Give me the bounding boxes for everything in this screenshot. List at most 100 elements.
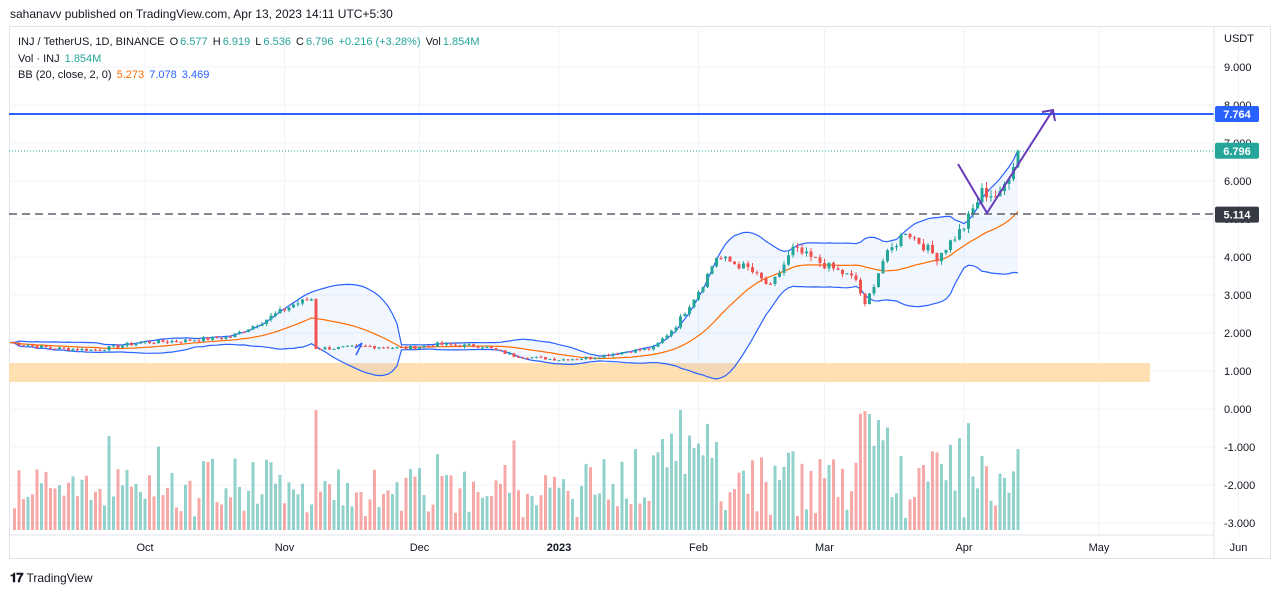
volume-bar: [809, 470, 813, 530]
time-axis[interactable]: Oct Nov Dec 2023 Feb Mar Apr May Jun: [136, 542, 1247, 554]
candle-body: [476, 346, 480, 348]
volume-bar: [40, 483, 43, 530]
volume-bar: [665, 467, 669, 530]
volume-bar: [13, 508, 16, 530]
volume-bar: [220, 504, 223, 530]
candle-body: [967, 213, 970, 229]
candle-body: [953, 239, 957, 241]
candle-body: [832, 262, 835, 269]
volume-bar: [566, 490, 570, 530]
volume-bar: [661, 439, 664, 530]
candle-body: [503, 350, 507, 354]
candle-body: [877, 273, 880, 287]
candle-body: [287, 307, 291, 311]
bollinger-basis-value: 5.273: [116, 69, 145, 81]
candle-body: [994, 196, 997, 198]
candle-body: [841, 269, 844, 275]
volume-bar: [931, 451, 934, 530]
volume-bar: [841, 468, 844, 530]
volume-indicator-label[interactable]: Vol · INJ: [18, 53, 60, 65]
volume-bar: [589, 467, 592, 530]
volume-bar: [170, 472, 174, 530]
candle-body: [377, 347, 381, 349]
volume-bar: [1003, 477, 1006, 530]
volume-bar: [904, 517, 907, 530]
candle-body: [557, 360, 561, 362]
candle-body: [814, 256, 817, 258]
volume-bar: [67, 482, 70, 530]
volume-bar: [292, 489, 295, 530]
price-axis[interactable]: 9.0008.0007.0006.0005.0004.0003.0002.000…: [1224, 62, 1255, 530]
volume-bar: [409, 469, 412, 530]
candle-body: [211, 336, 214, 340]
volume-bar: [184, 484, 187, 530]
candle-body: [427, 345, 430, 347]
candle-body: [53, 348, 57, 350]
symbol-legend: INJ / TetherUS, 1D, BINANCE O 6.577 H 6.91…: [18, 36, 482, 48]
volume-bar: [269, 462, 273, 530]
candle-body: [782, 264, 786, 273]
candle-body: [913, 237, 916, 239]
footer-brand[interactable]: TradingView: [26, 571, 93, 585]
volume-bar: [625, 498, 628, 530]
candle-body: [1007, 179, 1011, 184]
volume-bar: [787, 452, 790, 530]
volume-bar: [242, 510, 246, 530]
candle-body: [157, 339, 160, 344]
candle-body: [440, 342, 444, 345]
volume-bar: [494, 480, 498, 530]
bollinger-band-fill: [10, 150, 1018, 379]
candle-body: [787, 255, 790, 265]
volume-bar: [508, 492, 511, 530]
candle-body: [220, 338, 223, 340]
volume-bar: [436, 454, 439, 530]
change-value: +0.216 (+3.28%): [338, 36, 421, 48]
candle-body: [161, 339, 165, 342]
candle-body: [571, 359, 574, 361]
tradingview-logo-icon[interactable]: 𝟏𝟕: [10, 570, 24, 585]
volume-bar: [418, 468, 421, 530]
price-label-box: [1215, 142, 1259, 159]
projection-arrow[interactable]: [957, 108, 1056, 215]
price-label-text: 5.114: [1224, 210, 1252, 222]
volume-bar: [796, 515, 799, 530]
candle-body: [247, 329, 250, 333]
volume-bar: [463, 471, 466, 530]
candle-body: [238, 331, 241, 334]
bollinger-label[interactable]: BB (20, close, 2, 0): [18, 69, 112, 81]
price-tick-label: -2.000: [1224, 480, 1255, 492]
volume-bar: [400, 510, 403, 530]
volume-bar: [49, 488, 52, 530]
volume-bar: [373, 469, 376, 530]
volume-bar: [251, 462, 255, 530]
volume-bar: [908, 499, 912, 530]
volume-bar: [719, 501, 723, 530]
volume-bar: [143, 498, 147, 530]
volume-bar: [562, 479, 565, 530]
open-label: O: [169, 36, 179, 48]
volume-bar: [341, 505, 345, 530]
volume-bar: [818, 459, 822, 530]
candle-body: [904, 233, 907, 235]
volume-bar: [580, 485, 583, 530]
candle-body: [323, 347, 327, 350]
candle-body: [121, 345, 124, 348]
volume-bar: [368, 499, 372, 530]
volume-bar: [944, 480, 948, 530]
volume-bar: [103, 505, 106, 530]
volume-bar: [967, 423, 970, 530]
candle-body: [575, 359, 579, 361]
candle-body: [908, 233, 912, 238]
currency-label: USDT: [1224, 33, 1254, 45]
symbol-name[interactable]: INJ / TetherUS, 1D, BINANCE: [18, 36, 165, 48]
volume-bar: [116, 469, 120, 530]
candle-body: [553, 358, 556, 361]
volume-bar: [355, 492, 358, 530]
price-tick-label: 2.000: [1224, 328, 1252, 340]
candle-body: [584, 357, 588, 359]
candle-body: [629, 351, 633, 353]
candle-body: [742, 263, 745, 269]
candle-body: [71, 349, 75, 351]
candle-body: [652, 346, 655, 350]
